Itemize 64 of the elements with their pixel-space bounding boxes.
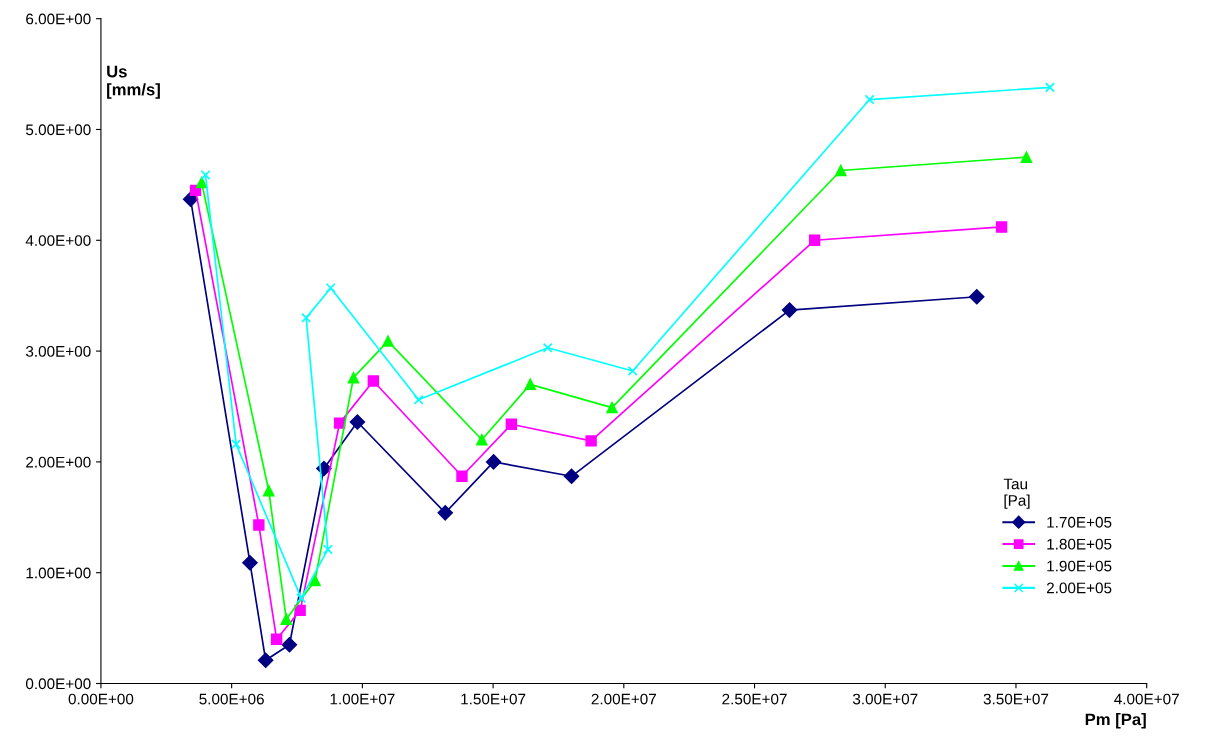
legend-label: 2.00E+05 <box>1046 582 1112 594</box>
point <box>294 604 306 617</box>
point <box>835 164 847 177</box>
point <box>781 302 798 318</box>
point <box>542 342 553 353</box>
point <box>263 485 275 497</box>
point <box>864 94 875 105</box>
legend-label: 1.90E+05 <box>1047 560 1112 572</box>
point <box>242 555 258 571</box>
point <box>485 454 502 470</box>
y-tick-label: 2.00E+00 <box>26 456 91 468</box>
legend-title: Tau [Pa] <box>1003 478 1030 509</box>
x-tick-label: 4.00E+07 <box>1114 693 1179 705</box>
point <box>524 378 536 391</box>
point <box>995 221 1008 233</box>
point <box>1044 82 1055 93</box>
y-tick-label: 6.00E+00 <box>26 13 91 25</box>
point <box>200 169 211 180</box>
point <box>296 593 307 604</box>
point <box>627 366 638 377</box>
y-tick-label: 4.00E+00 <box>25 235 91 246</box>
point <box>349 414 366 430</box>
point <box>231 439 242 450</box>
point <box>281 637 298 653</box>
point <box>322 544 333 555</box>
point <box>585 435 597 447</box>
point <box>476 434 488 446</box>
point <box>253 519 265 531</box>
point <box>606 401 618 414</box>
legend-label: 1.80E+05 <box>1047 538 1112 550</box>
y-axis-title: Us [mm/s] <box>107 65 160 99</box>
point <box>347 371 360 384</box>
point <box>367 375 380 387</box>
x-tick-label: 0.00E+00 <box>68 693 134 705</box>
x-tick-label: 2.00E+07 <box>591 693 656 705</box>
y-tick-label: 3.00E+00 <box>25 345 91 357</box>
x-tick-label: 3.00E+07 <box>852 693 918 705</box>
x-tick-label: 2.50E+07 <box>722 693 787 705</box>
point <box>195 176 208 189</box>
point <box>309 574 321 587</box>
y-tick-label: 1.00E+00 <box>26 567 91 579</box>
x-tick-label: 1.00E+07 <box>330 693 395 705</box>
x-tick-label: 1.50E+07 <box>461 693 526 705</box>
y-tick-label: 5.00E+00 <box>25 124 91 136</box>
y-tick-label: 0.00E+00 <box>25 678 91 690</box>
point <box>563 468 580 485</box>
point <box>333 417 346 429</box>
point <box>969 289 985 305</box>
point <box>808 234 821 246</box>
point <box>325 282 336 293</box>
point <box>382 335 394 347</box>
point <box>257 652 274 668</box>
point <box>280 613 292 625</box>
x-axis-title: Pm [Pa] <box>1085 713 1146 729</box>
x-tick-label: 3.50E+07 <box>983 693 1049 705</box>
point <box>1020 151 1033 163</box>
point <box>301 312 312 323</box>
point <box>456 470 468 482</box>
point <box>437 505 453 521</box>
x-tick-label: 5.00E+06 <box>199 693 264 705</box>
point <box>505 418 518 430</box>
point <box>270 633 283 645</box>
legend-label: 1.70E+05 <box>1047 516 1112 528</box>
point <box>413 394 424 405</box>
